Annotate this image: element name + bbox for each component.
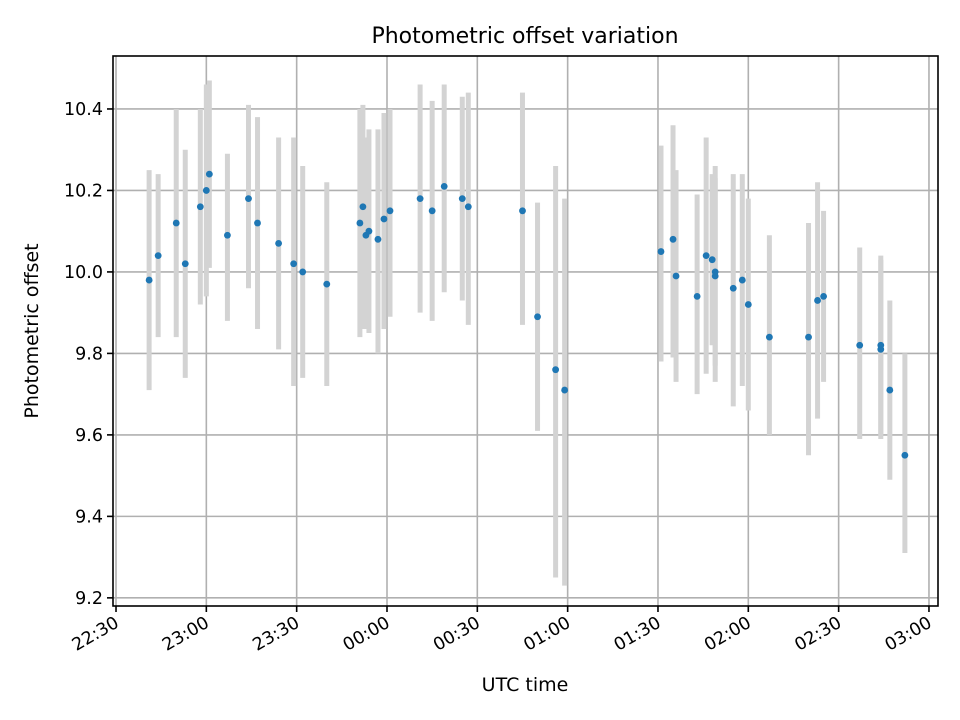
data-points (145, 170, 909, 459)
data-point (805, 333, 812, 341)
data-point (901, 451, 909, 459)
y-tick-label: 10.2 (64, 181, 103, 201)
data-point (672, 272, 680, 280)
data-point (856, 341, 864, 349)
x-axis-label: UTC time (482, 674, 569, 696)
data-point (711, 268, 719, 276)
data-point (374, 235, 382, 243)
data-point (744, 301, 752, 308)
data-point (299, 268, 307, 276)
y-tick-label: 10.4 (64, 100, 103, 120)
data-point (738, 276, 746, 284)
chart-title: Photometric offset variation (371, 24, 678, 49)
data-point (886, 386, 894, 394)
data-point (196, 203, 204, 211)
y-tick-label: 9.6 (75, 426, 103, 446)
data-point (669, 235, 677, 243)
data-point (172, 219, 180, 227)
data-point (154, 252, 162, 260)
data-point (657, 248, 665, 255)
data-point (464, 203, 472, 211)
data-point (458, 195, 466, 202)
data-point (380, 215, 388, 223)
data-point (561, 386, 569, 394)
data-point (181, 260, 189, 268)
data-point (708, 256, 716, 264)
data-point (365, 227, 373, 235)
data-point (359, 203, 367, 211)
data-point (386, 207, 394, 215)
data-point (416, 195, 424, 202)
data-point (552, 366, 560, 374)
plot-frame (112, 55, 939, 607)
data-point (202, 187, 210, 194)
data-point (290, 260, 298, 268)
data-point (877, 341, 885, 349)
y-tick-label: 9.8 (75, 344, 103, 364)
y-tick-label: 9.4 (75, 507, 103, 527)
y-tick-label: 10.0 (64, 263, 103, 283)
data-point (224, 231, 231, 239)
data-point (356, 219, 364, 227)
data-point (254, 219, 261, 227)
data-point (145, 276, 153, 284)
y-tick-label: 9.2 (75, 589, 103, 609)
data-point (519, 207, 526, 215)
data-point (245, 195, 252, 202)
data-point (729, 284, 737, 292)
data-point (205, 170, 213, 178)
data-point (765, 333, 773, 341)
data-point (820, 292, 827, 300)
y-axis-label: Photometric offset (21, 243, 43, 418)
data-point (534, 313, 541, 321)
data-point (702, 252, 710, 260)
data-point (440, 182, 448, 190)
data-point (693, 292, 701, 300)
data-point (323, 280, 331, 288)
data-point (428, 207, 436, 215)
data-point (814, 297, 821, 304)
data-point (275, 240, 283, 247)
